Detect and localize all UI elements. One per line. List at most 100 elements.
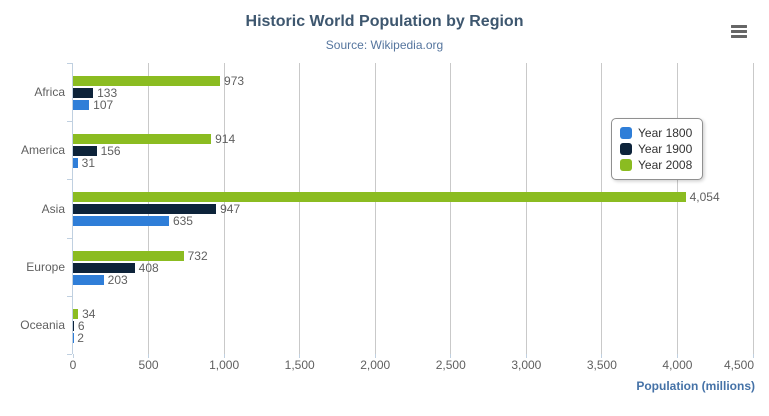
gridline [676,63,678,354]
bar-value-label: 34 [82,306,96,321]
value-axis-tick [374,354,376,358]
bar-value-label: 107 [93,98,114,112]
bar-value-label: 4,054 [689,190,720,205]
bar-group: 34 6 2 [73,296,753,354]
bar-group: 4,054 947 635 [73,179,753,237]
bar-row: 133 [73,86,753,100]
value-axis-tick [752,354,754,358]
category-axis-line [72,63,73,354]
category-axis-tick [67,354,72,355]
category-axis-tick [67,237,72,239]
bar-year-2008[interactable] [73,76,221,86]
bar-year-1900[interactable] [73,146,97,157]
bar-year-1800[interactable] [73,158,78,169]
x-axis-tick-label: 0 [69,358,77,372]
category-axis-tick [67,179,72,181]
bar-year-2008[interactable] [73,134,212,145]
gridline [374,63,376,354]
bar-year-2008[interactable] [73,308,79,319]
x-axis-tick-label: 500 [138,358,159,372]
category-axis-tick [67,63,72,64]
bar-year-1900[interactable] [73,204,217,215]
bar-value-label: 6 [77,318,85,333]
x-axis-tick-label: 3,500 [586,358,617,372]
legend-label: Year 1900 [638,142,693,156]
bar-value-label: 732 [187,248,208,263]
category-axis-tick [67,121,72,123]
legend-swatch [620,127,632,139]
bar-value-label: 914 [215,132,236,147]
bar-value-label: 156 [100,144,121,159]
value-axis-tick [676,354,678,358]
x-axis-tick-label: 1,000 [209,358,240,372]
bar-value-label: 408 [138,260,159,275]
x-axis-tick-label: 2,000 [360,358,391,372]
bar-row: 6 [73,318,753,333]
value-axis-tick [148,354,150,358]
category-label: America [20,143,65,158]
bar-year-1900[interactable] [73,262,135,273]
bar-row: 408 [73,260,753,275]
value-axis-tick [72,354,74,358]
bar-year-1900[interactable] [73,88,94,98]
bar-value-label: 31 [81,156,96,171]
bar-row: 973 [73,74,753,88]
chart-title: Historic World Population by Region [245,13,524,30]
bar-row: 947 [73,202,753,217]
bar-value-label: 973 [224,74,245,88]
bar-value-label: 635 [172,214,193,229]
bar-row: 31 [73,156,753,171]
bar-row: 203 [73,272,753,287]
value-axis-tick [299,354,301,358]
bar-year-1800[interactable] [73,274,104,285]
category-label: Oceania [20,317,65,332]
menu-stripe [731,30,747,33]
value-axis-tick [223,354,225,358]
category-axis-tick [67,295,72,297]
bar-row: 2 [73,332,753,344]
legend-item-year-1900[interactable]: Year 1900 [620,141,692,157]
value-axis-tick [601,354,603,358]
plot-area: 973 133 107 914 156 31 4,054 947 635 732 408 203 34 6… [72,63,754,354]
legend: Year 1800 Year 1900 Year 2008 [611,118,704,180]
bar-row: 732 [73,248,753,263]
bar-row: 107 [73,98,753,112]
hamburger-menu-icon[interactable] [731,25,747,38]
x-axis-tick-label: 2,500 [435,358,466,372]
bar-group: 732 408 203 [73,238,753,296]
legend-swatch [620,159,632,171]
bar-year-1900[interactable] [73,320,74,331]
value-axis-tick [525,354,527,358]
bar-row: 156 [73,144,753,159]
bar-value-label: 947 [220,202,241,217]
category-label: Asia [41,201,65,216]
x-axis-tick-label: 1,500 [284,358,315,372]
legend-item-year-2008[interactable]: Year 2008 [620,157,692,173]
menu-stripe [731,35,747,38]
gridline [299,63,301,354]
value-axis-tick [450,354,452,358]
legend-label: Year 1800 [638,126,693,140]
bar-year-1800[interactable] [73,100,90,110]
bar-row: 914 [73,132,753,147]
gridline [752,63,754,354]
bar-row: 635 [73,214,753,229]
gridline [601,63,603,354]
bar-year-1800[interactable] [73,216,169,227]
bar-year-2008[interactable] [73,192,686,203]
legend-item-year-1800[interactable]: Year 1800 [620,125,692,141]
gridline [525,63,527,354]
category-label: Africa [34,85,65,100]
category-label: Europe [26,259,65,274]
x-axis-tick-label: 3,000 [511,358,542,372]
bar-row: 4,054 [73,190,753,205]
x-axis-tick-label: 4,000 [662,358,693,372]
menu-stripe [731,25,747,28]
bar-value-label: 203 [107,272,128,287]
bar-value-label: 133 [97,86,118,100]
gridline [450,63,452,354]
legend-swatch [620,143,632,155]
x-axis-title: Population (millions) [636,379,755,393]
bar-year-2008[interactable] [73,250,184,261]
